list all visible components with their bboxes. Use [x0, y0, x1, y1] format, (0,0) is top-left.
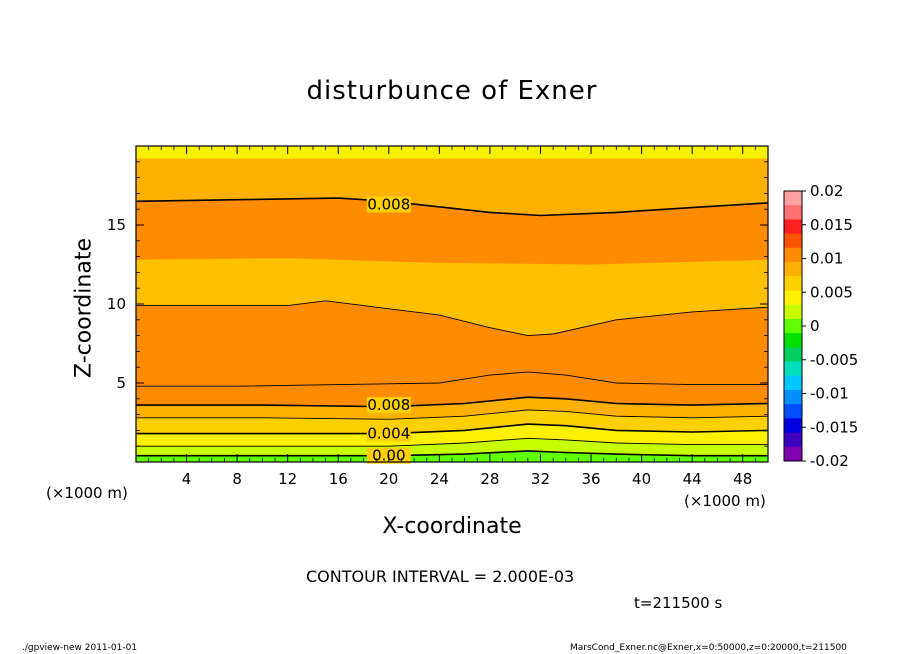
- colorbar-swatch: [784, 375, 802, 391]
- high-value-patch: [139, 352, 171, 366]
- high-value-patch: [749, 352, 768, 366]
- colorbar-tick-label: -0.005: [810, 351, 858, 369]
- filled-contours: [136, 146, 768, 462]
- contour-label: 0.008: [367, 195, 410, 213]
- chart-title: disturbunce of Exner: [306, 76, 598, 106]
- colorbar-swatch: [784, 318, 802, 334]
- x-unit-right: (×1000 m): [684, 492, 766, 510]
- contour-band: [136, 397, 768, 420]
- colorbar-swatch: [784, 290, 802, 306]
- x-tick-label: 16: [329, 470, 348, 488]
- colorbar-swatch: [784, 191, 802, 206]
- x-axis-label: X-coordinate: [382, 514, 522, 539]
- colorbar-tick-label: 0.005: [810, 283, 853, 301]
- contour-line: [136, 450, 768, 457]
- colorbar-swatch: [784, 418, 802, 434]
- colorbar-swatch: [784, 276, 802, 291]
- colorbar-swatch: [784, 446, 802, 462]
- x-tick-label: 44: [683, 470, 702, 488]
- x-tick-label: 36: [581, 470, 600, 488]
- contour-label-bg: [366, 196, 411, 213]
- colorbar-tick-label: 0.01: [810, 250, 843, 268]
- x-tick-label: 4: [182, 470, 192, 488]
- x-tick-label: 40: [632, 470, 651, 488]
- colorbar-swatch: [784, 347, 802, 363]
- colorbar-swatch: [784, 432, 802, 448]
- contour-line: [136, 396, 768, 408]
- x-tick-label: 48: [733, 470, 752, 488]
- colorbar-tick-label: -0.02: [810, 452, 849, 470]
- x-tick-label: 28: [480, 470, 499, 488]
- contour-band: [136, 424, 768, 447]
- colorbar-swatch: [784, 247, 802, 263]
- contour-band: [136, 300, 768, 387]
- colorbar-swatch: [784, 233, 802, 249]
- footer-left: ./gpview-new 2011-01-01: [22, 643, 138, 653]
- contour-line: [136, 409, 768, 420]
- colorbar-swatch: [784, 361, 802, 377]
- colorbar-swatch: [784, 404, 802, 419]
- contour-line: [136, 300, 768, 337]
- y-tick-label: 10: [107, 295, 126, 313]
- footer-right: MarsCond_Exner.nc@Exner,x=0:50000,z=0:20…: [570, 643, 847, 653]
- colorbar-tick-label: 0: [810, 317, 820, 335]
- contour-band: [136, 146, 768, 159]
- contour-band: [136, 371, 768, 407]
- contour-label: 0.008: [367, 396, 410, 414]
- colorbar-tick-label: 0.015: [810, 216, 853, 234]
- x-tick-label: 8: [232, 470, 242, 488]
- colorbar-tick-label: -0.01: [810, 385, 849, 403]
- contour-band: [136, 450, 768, 462]
- y-tick-label: 15: [107, 216, 126, 234]
- contour-label: 0.004: [367, 425, 410, 443]
- contour-lines: [136, 197, 768, 457]
- colorbar-tick-label: 0.02: [810, 182, 843, 200]
- contour-line: [136, 371, 768, 387]
- x-unit-left: (×1000 m): [46, 484, 128, 502]
- x-tick-label: 24: [430, 470, 449, 488]
- contour-line: [136, 423, 768, 435]
- y-tick-label: 5: [116, 374, 126, 392]
- contour-line: [136, 197, 768, 217]
- x-tick-label: 20: [379, 470, 398, 488]
- colorbar: 0.02 0.015 0.01 0.005 0 -0.005 -0.01 -0.015 -0.0…: [783, 182, 858, 470]
- colorbar-swatch: [784, 304, 802, 320]
- contour-interval-note: CONTOUR INTERVAL = 2.000E-03: [306, 567, 575, 586]
- contour-band: [136, 258, 768, 336]
- colorbar-tick-label: -0.015: [810, 418, 858, 436]
- high-value-patch: [192, 349, 282, 366]
- contour-label-bg: [366, 397, 411, 414]
- colorbar-swatch: [784, 389, 802, 405]
- contour-line: [136, 437, 768, 447]
- high-value-patch: [324, 348, 365, 368]
- contour-label-bg: [366, 425, 411, 442]
- colorbar-swatch: [784, 219, 802, 235]
- colorbar-swatch: [784, 205, 802, 220]
- x-tick-label: 12: [278, 470, 297, 488]
- x-tick-label: 32: [531, 470, 550, 488]
- colorbar-swatch: [784, 262, 802, 277]
- time-label: t=211500 s: [634, 594, 723, 612]
- colorbar-swatch: [784, 333, 802, 348]
